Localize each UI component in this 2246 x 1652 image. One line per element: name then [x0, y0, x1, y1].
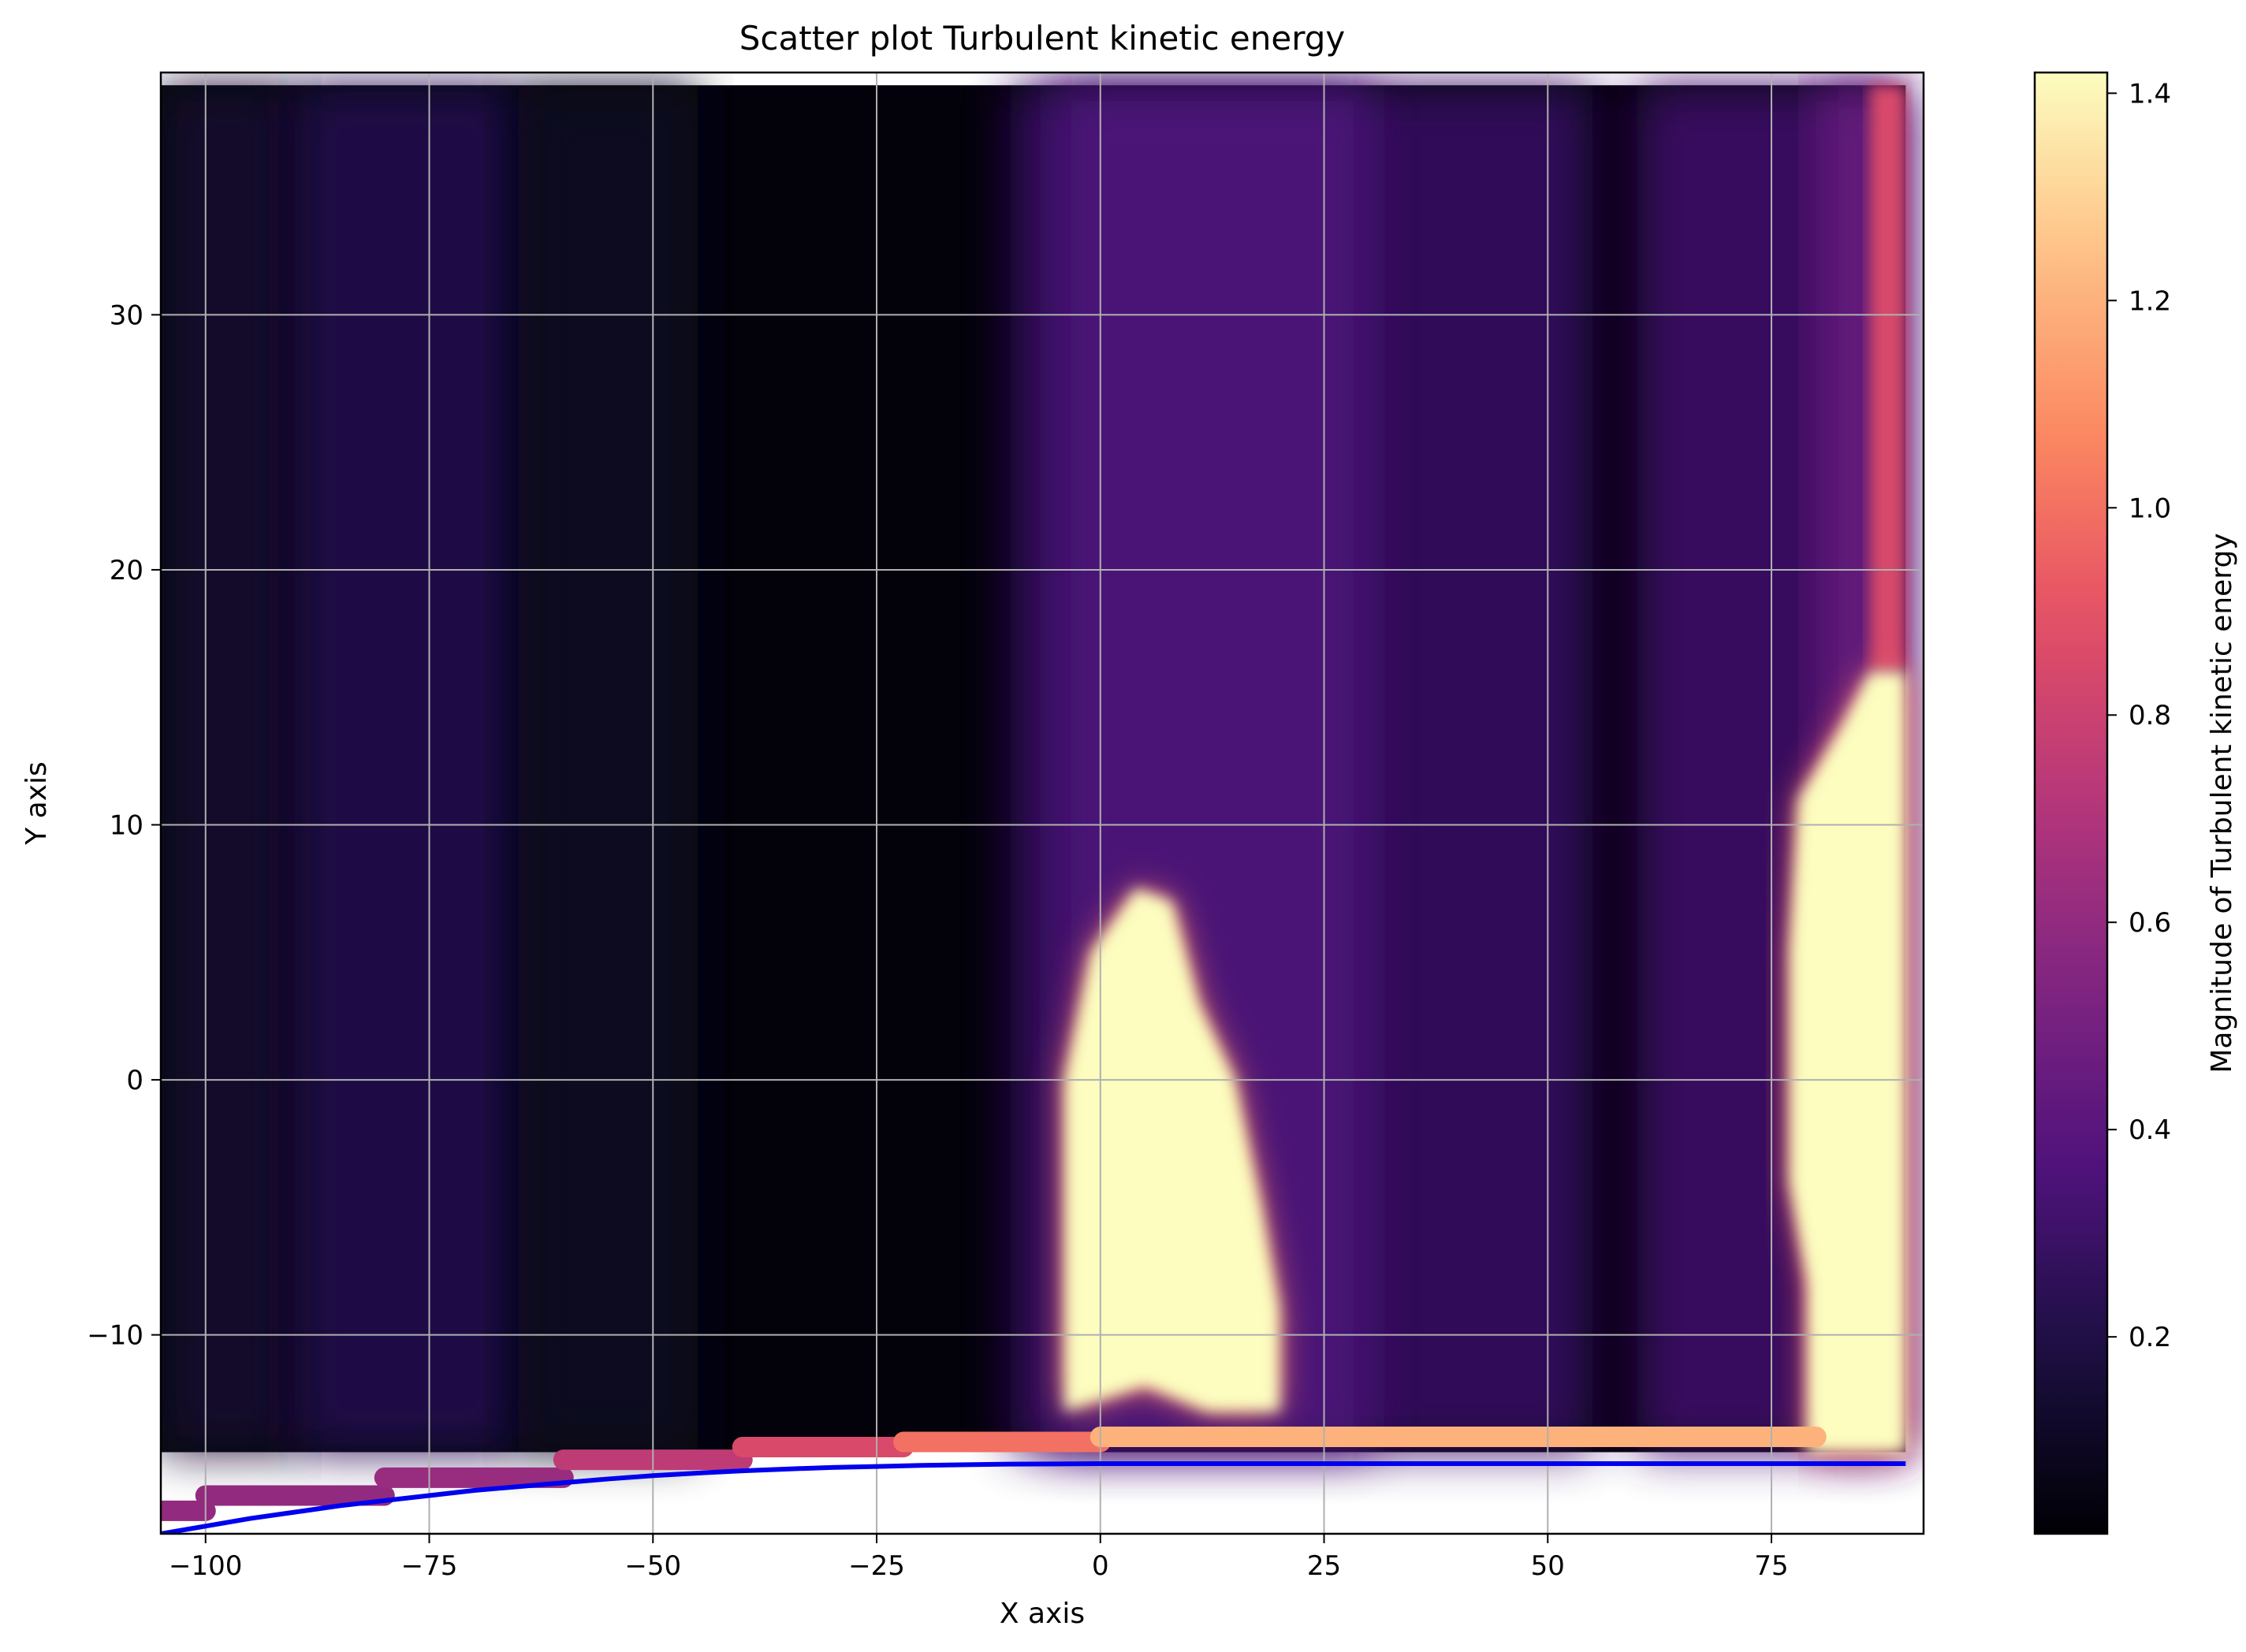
field-upper-right-edge: [1869, 85, 1906, 672]
colorbar-tick-label-6: 1.2: [2129, 285, 2171, 317]
x-tick-label-3: −50: [624, 1550, 681, 1582]
y-axis-label: Y axis: [20, 761, 53, 846]
x-tick-label-7: 50: [1531, 1550, 1565, 1582]
y-tick-label-2: 0: [126, 1065, 143, 1096]
field-band-left-b: [295, 85, 520, 1453]
grid-lines: [161, 73, 1924, 1534]
x-axis-ticks: −100 −75 −50 −25 0 25 50 75: [169, 1534, 1789, 1582]
colorbar-tick-label-1: 0.2: [2129, 1322, 2171, 1353]
colorbar-tick-label-5: 1.0: [2129, 493, 2171, 524]
field-band-left-a: [161, 85, 296, 1453]
line-series: [161, 1461, 1906, 1534]
y-tick-label-4: 20: [110, 555, 143, 586]
y-tick-label-5: 30: [110, 300, 143, 331]
y-tick-label-1: −10: [87, 1320, 143, 1352]
y-tick-label-3: 10: [110, 810, 143, 842]
x-tick-label-2: −75: [401, 1550, 458, 1582]
x-axis-label: X axis: [1000, 1598, 1085, 1630]
colorbar-tick-label-2: 0.4: [2129, 1114, 2171, 1146]
colorbar-tick-label-4: 0.8: [2129, 700, 2171, 731]
series-line-1: [161, 1461, 1906, 1534]
colorbar-label: Magnitude of Turbulent kinetic energy: [2206, 533, 2238, 1073]
colorbar: 0.2 0.4 0.6 0.8 1.0 1.2 1.4 Magnitude of Turbu…: [2033, 71, 2238, 1535]
field-hot-region-right: [1789, 672, 1906, 1453]
field-hot-region-center: [1064, 888, 1279, 1412]
chart-title: Scatter plot Turbulent kinetic energy: [739, 19, 1346, 58]
scalar-field: [161, 85, 1906, 1453]
colorbar-fill: [2035, 73, 2107, 1534]
x-tick-label-8: 75: [1754, 1550, 1788, 1582]
plot-frame: [159, 71, 1925, 1535]
colorbar-ticks: 0.2 0.4 0.6 0.8 1.0 1.2 1.4: [2107, 78, 2171, 1353]
colorbar-tick-label-3: 0.6: [2129, 907, 2171, 939]
x-tick-label-5: 0: [1092, 1550, 1109, 1582]
x-tick-label-4: −25: [848, 1550, 905, 1582]
y-axis-ticks: −10 0 10 20 30: [87, 300, 161, 1352]
field-band-left-c: [519, 85, 698, 1453]
x-tick-label-6: 25: [1307, 1550, 1341, 1582]
x-tick-label-1: −100: [169, 1550, 242, 1582]
colorbar-frame: [2033, 71, 2109, 1535]
colorbar-tick-label-7: 1.4: [2129, 78, 2171, 110]
